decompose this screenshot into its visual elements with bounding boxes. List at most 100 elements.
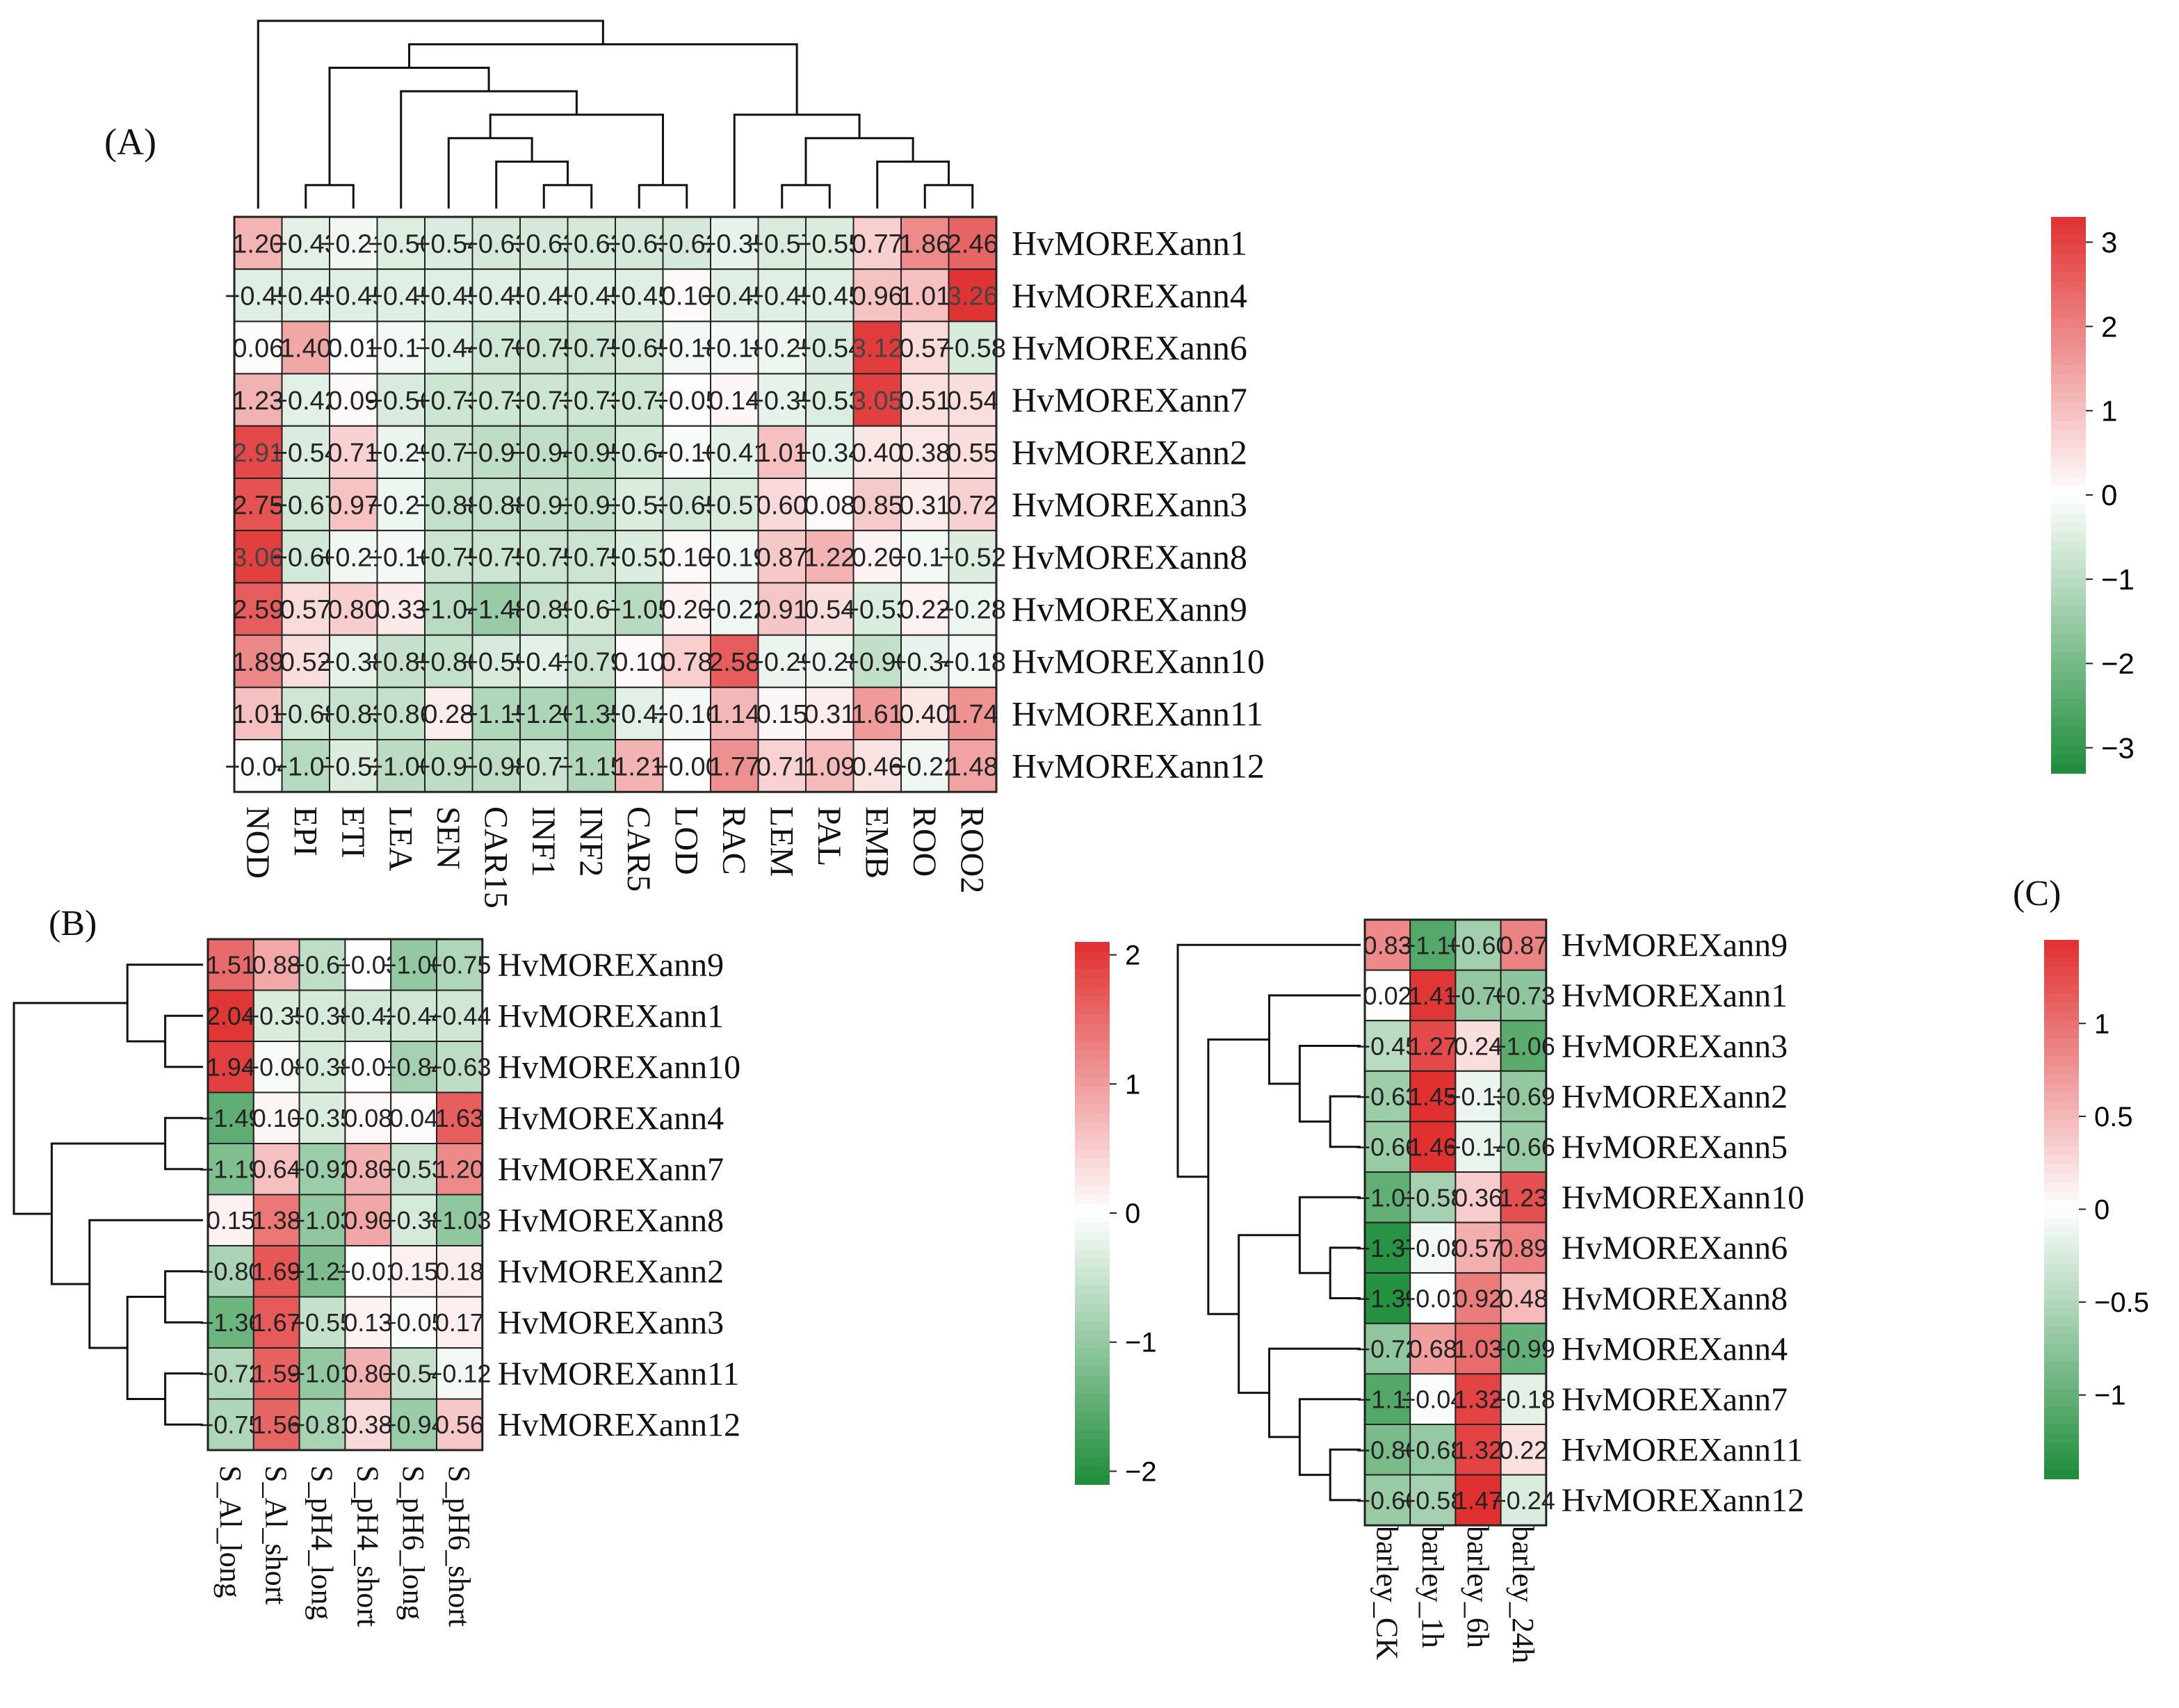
row-label: HvMOREXann8 [498, 1203, 724, 1239]
row-label: HvMOREXann6 [1562, 1230, 1788, 1267]
cell-value-label: 0.71 [327, 439, 379, 468]
cell-value-label: −0.75 [463, 543, 530, 572]
heatmap-cell [1500, 1121, 1547, 1173]
cell-value-label: −0.73 [415, 387, 482, 416]
heatmap-cell [948, 320, 997, 375]
heatmap-cell [567, 582, 616, 636]
heatmap-cell [424, 320, 473, 375]
colorbar-tick-label: 2 [2101, 310, 2117, 343]
colorbar-segment [2044, 1155, 2079, 1165]
row-label: HvMOREXann3 [498, 1305, 724, 1342]
colorbar-segment [2051, 217, 2086, 227]
column-dendrogram-branch [305, 184, 355, 209]
cell-value-label: 0.72 [947, 491, 998, 520]
colorbar-segment [2044, 1415, 2079, 1426]
heatmap-cell [757, 373, 807, 427]
colorbar-segment [2051, 393, 2086, 403]
cell-value-label: −0.86 [1356, 1435, 1419, 1464]
heatmap-cell [852, 425, 902, 479]
colorbar-segment [2051, 365, 2086, 375]
heatmap-cell [1409, 1070, 1457, 1123]
cell-value-label: 1.38 [252, 1206, 301, 1235]
cell-value-label: −0.57 [701, 491, 768, 520]
colorbar-segment [2044, 1030, 2079, 1040]
heatmap-cell [329, 686, 378, 740]
heatmap-border [206, 938, 484, 1451]
column-label: barley_CK [1370, 1526, 1404, 1660]
colorbar-segment [2051, 282, 2086, 292]
colorbar-segment [2051, 300, 2086, 311]
cell-value-label: 0.40 [852, 439, 903, 468]
cell-value-label: 0.97 [327, 491, 379, 520]
colorbar-tick-label: −1 [2094, 1381, 2126, 1411]
colorbar-segment [2044, 1083, 2079, 1093]
cell-value-label: −0.01 [337, 1053, 400, 1082]
heatmap-cell [344, 1245, 392, 1298]
heatmap-cell [344, 989, 392, 1042]
colorbar-segment [2044, 1173, 2079, 1183]
cell-value-label: 1.59 [252, 1360, 301, 1388]
row-dendrogram-branch [1329, 1246, 1361, 1299]
colorbar-tick-label: 0 [1125, 1198, 1140, 1229]
cell-value-label: −0.16 [368, 543, 435, 572]
colorbar-segment [1075, 1258, 1110, 1268]
heatmap-cell [710, 530, 759, 584]
cell-value-label: −1.21 [291, 1258, 354, 1286]
colorbar-segment [2051, 374, 2086, 384]
cell-value-label: −0.53 [606, 491, 672, 520]
row-dendrogram-branch [164, 1116, 203, 1171]
heatmap-cell [757, 268, 807, 323]
colorbar-tick-label: 0.5 [2094, 1102, 2133, 1132]
cell-value-label: −0.92 [291, 1155, 354, 1184]
heatmap-cell [1455, 1121, 1502, 1173]
heatmap-cell [900, 634, 950, 688]
heatmap-cell [1364, 1272, 1411, 1324]
row-label: HvMOREXann10 [1012, 642, 1265, 681]
colorbar-segment [1075, 1096, 1110, 1105]
heatmap-cell [281, 478, 330, 532]
cell-value-label: −0.73 [463, 387, 530, 416]
cell-value-label: −0.44 [382, 1002, 446, 1030]
row-label: HvMOREXann12 [1562, 1482, 1804, 1519]
row-dendrogram-branch [126, 1296, 165, 1400]
colorbar-segment [2044, 1335, 2079, 1345]
cell-value-label: −0.70 [1446, 982, 1509, 1010]
colorbar-tick-label: 1 [2094, 1009, 2109, 1039]
heatmap-cell [757, 320, 807, 375]
cell-value-label: −1.00 [382, 951, 446, 979]
cell-value-label: −0.55 [796, 229, 863, 259]
column-dendrogram-branch [489, 113, 664, 186]
column-dendrogram-branch [781, 184, 831, 209]
cell-value-label: 1.56 [252, 1410, 301, 1439]
colorbar-segment [2051, 235, 2086, 245]
cell-value-label: −0.35 [245, 1002, 308, 1030]
cell-value-label: 0.28 [423, 700, 474, 729]
cell-value-label: −0.44 [428, 1002, 491, 1030]
cell-value-label: −1.11 [1356, 1385, 1418, 1414]
cell-value-label: 0.54 [947, 387, 998, 416]
heatmap-cell [390, 1143, 438, 1196]
heatmap-border [1363, 918, 1548, 1527]
cell-value-label: −0.41 [510, 648, 577, 677]
heatmap-cell [710, 373, 759, 427]
cell-value-label: 0.56 [435, 1410, 484, 1439]
cell-value-label: 0.36 [1454, 1183, 1502, 1212]
row-label: HvMOREXann5 [1562, 1129, 1788, 1166]
heatmap-cell [567, 530, 616, 584]
heatmap-cell [948, 478, 997, 532]
cell-value-label: −0.13 [1446, 1082, 1509, 1111]
heatmap-cell [471, 478, 521, 532]
heatmap-cell [424, 739, 473, 793]
cell-value-label: 0.87 [756, 543, 808, 572]
colorbar-segment [2051, 532, 2086, 542]
colorbar-segment [1075, 1141, 1110, 1150]
colorbar-segment [2051, 448, 2086, 459]
colorbar-segment [1075, 1005, 1110, 1015]
cell-value-label: −0.18 [939, 648, 1006, 677]
heatmap-cell [344, 1398, 392, 1451]
colorbar-segment [2051, 485, 2086, 496]
column-label: LEA [382, 806, 419, 872]
heatmap-cell [710, 739, 759, 793]
cell-value-label: 3.12 [852, 334, 903, 364]
colorbar-segment [2044, 1110, 2079, 1121]
